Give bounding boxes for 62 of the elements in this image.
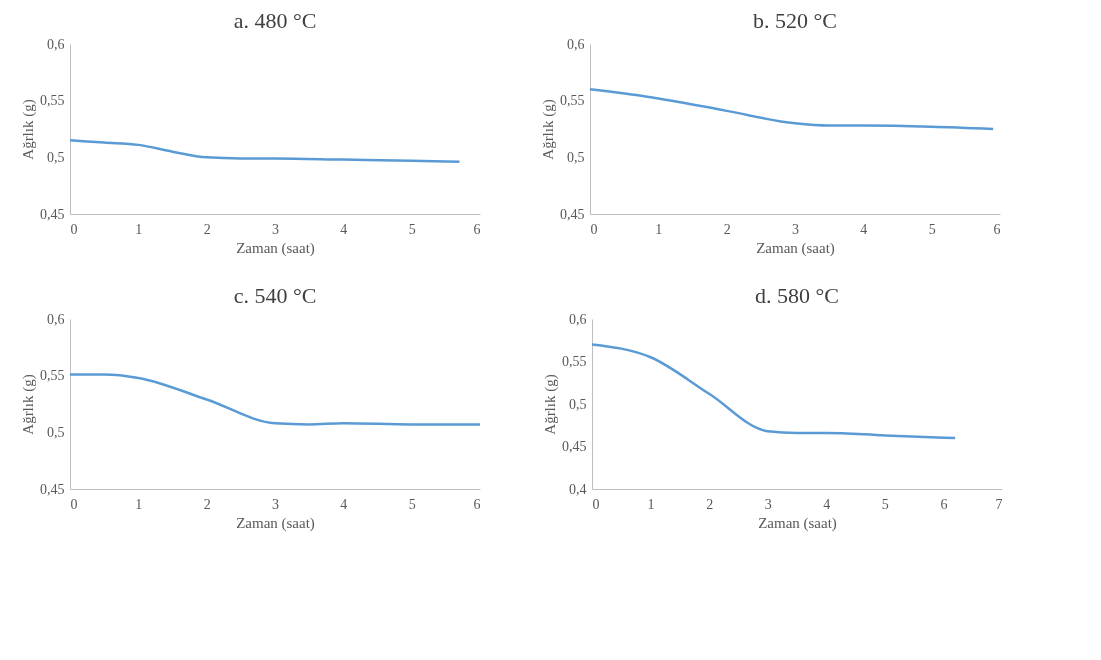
- y-tick-label: 0,45: [560, 206, 585, 222]
- y-tick-label: 0,5: [47, 424, 65, 440]
- y-tick-label: 0,45: [40, 206, 65, 222]
- x-axis-title: Zaman (saat): [236, 514, 315, 532]
- x-tick-label: 5: [408, 496, 416, 512]
- x-tick-label: 2: [203, 221, 211, 237]
- x-tick-label: 1: [135, 496, 143, 512]
- x-tick-label: 5: [881, 496, 889, 512]
- y-tick-label: 0,45: [40, 481, 65, 497]
- y-tick-label: 0,6: [47, 311, 65, 327]
- x-tick-label: 3: [272, 496, 279, 512]
- y-tick-label: 0,55: [562, 354, 587, 369]
- y-tick-label: 0,5: [569, 396, 587, 412]
- x-tick-label: 1: [655, 221, 663, 237]
- line-series: [588, 88, 995, 131]
- y-tick-label: 0,6: [567, 36, 585, 52]
- line-series: [590, 343, 957, 440]
- chart-title: d. 580 °C: [755, 283, 839, 308]
- x-tick-label: 5: [928, 221, 936, 237]
- y-tick-label: 0,55: [40, 93, 65, 109]
- y-tick-label: 0,45: [562, 439, 587, 454]
- x-tick-label: 1: [647, 496, 655, 512]
- y-tick-label: 0,6: [569, 311, 587, 327]
- x-tick-label: 2: [706, 496, 714, 512]
- x-tick-label: 0: [70, 496, 78, 512]
- x-tick-label: 3: [272, 221, 279, 237]
- y-axis-title: Ağrlık (g): [540, 99, 557, 160]
- x-tick-label: 6: [993, 221, 1001, 237]
- x-axis-title: Zaman (saat): [236, 239, 315, 257]
- x-tick-label: 0: [70, 221, 78, 237]
- x-tick-label: 4: [860, 221, 868, 237]
- x-tick-label: 2: [723, 221, 731, 237]
- x-tick-label: 2: [203, 496, 211, 512]
- x-tick-label: 4: [340, 221, 348, 237]
- x-axis-title: Zaman (saat): [756, 239, 835, 257]
- x-tick-label: 3: [792, 221, 799, 237]
- x-tick-label: 6: [473, 496, 481, 512]
- x-axis-title: Zaman (saat): [758, 514, 837, 532]
- x-tick-label: 1: [135, 221, 143, 237]
- x-tick-label: 0: [590, 221, 598, 237]
- y-axis-title: Ağrlık (g): [20, 99, 37, 160]
- x-tick-label: 4: [823, 496, 831, 512]
- x-tick-label: 7: [995, 496, 1003, 512]
- line-series: [68, 373, 482, 426]
- chart-title: a. 480 °C: [233, 8, 317, 33]
- y-tick-label: 0,55: [560, 93, 585, 109]
- x-tick-label: 3: [764, 496, 772, 512]
- chart-title: b. 520 °C: [753, 8, 837, 33]
- y-tick-label: 0,5: [47, 149, 65, 165]
- x-tick-label: 5: [408, 221, 416, 237]
- y-axis-title: Ağrlık (g): [542, 374, 559, 435]
- x-tick-label: 0: [592, 496, 600, 512]
- y-tick-label: 0,55: [40, 368, 65, 384]
- x-tick-label: 6: [940, 496, 948, 512]
- y-tick-label: 0,4: [569, 481, 587, 497]
- x-tick-label: 6: [473, 221, 481, 237]
- y-axis-title: Ağrlık (g): [20, 374, 37, 435]
- chart-title: c. 540 °C: [233, 283, 317, 308]
- x-tick-label: 4: [340, 496, 348, 512]
- y-tick-label: 0,6: [47, 36, 65, 52]
- y-tick-label: 0,5: [567, 149, 585, 165]
- line-series: [68, 139, 461, 164]
